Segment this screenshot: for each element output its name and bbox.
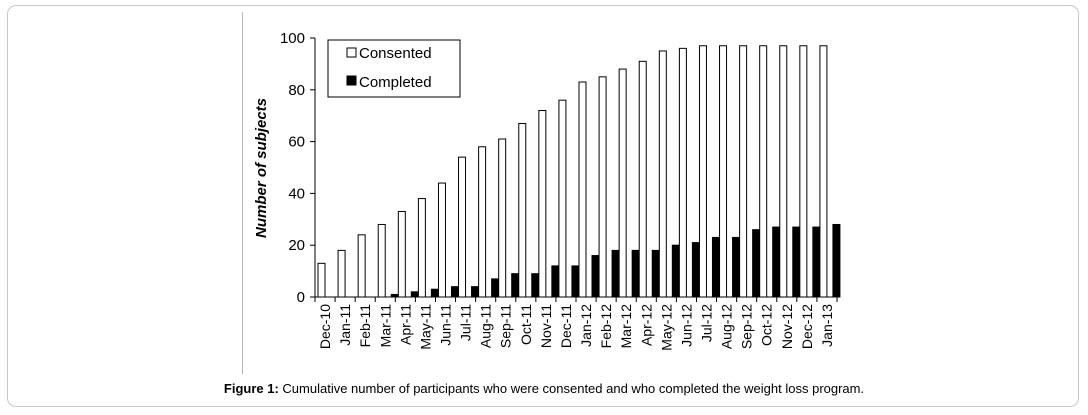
x-tick-label: Jul-12 (699, 304, 715, 342)
x-tick-label: Nov-11 (538, 304, 554, 348)
x-tick-label: Jul-11 (458, 304, 474, 341)
x-tick-label: Feb-11 (357, 304, 373, 348)
legend-label-completed: Completed (359, 74, 432, 91)
x-tick-label: Apr-12 (638, 304, 654, 346)
x-tick-label: Sep-12 (739, 304, 755, 349)
x-tick-label: Dec-11 (558, 304, 574, 348)
bar-consented-dec-11 (558, 99, 567, 298)
bar-completed-oct-12 (772, 226, 781, 298)
bar-completed-jul-12 (711, 236, 720, 298)
legend: Consented Completed (327, 39, 461, 98)
bar-consented-may-11 (417, 198, 426, 298)
y-tick-label: 100 (280, 30, 305, 47)
y-tick-label: 40 (288, 185, 305, 202)
bar-consented-mar-12 (618, 68, 627, 298)
y-axis-label: Number of subjects (253, 98, 270, 238)
y-tick-label: 20 (288, 237, 305, 254)
bar-consented-aug-12 (719, 45, 728, 298)
bar-consented-apr-12 (638, 60, 647, 298)
bar-consented-dec-10 (317, 262, 326, 298)
y-tick-label: 0 (297, 289, 305, 306)
x-tick-label: May-12 (658, 304, 674, 351)
bar-completed-nov-12 (792, 226, 801, 298)
bar-consented-jun-11 (437, 182, 446, 298)
bar-consented-feb-11 (357, 234, 366, 298)
bar-completed-sep-11 (511, 273, 520, 298)
bar-consented-nov-11 (538, 110, 547, 298)
bar-completed-jul-11 (471, 286, 480, 298)
bar-completed-aug-12 (732, 236, 741, 298)
bar-completed-feb-12 (611, 249, 620, 298)
bar-consented-oct-12 (759, 45, 768, 298)
bar-completed-nov-11 (551, 265, 560, 298)
x-tick-label: Oct-12 (759, 304, 775, 346)
x-tick-label: Dec-12 (799, 304, 815, 349)
y-tick-label: 60 (288, 134, 305, 151)
bar-consented-apr-11 (397, 211, 406, 298)
x-tick-label: Apr-11 (397, 304, 413, 345)
x-tick-label: Jan-13 (819, 304, 835, 347)
x-tick-label: Jan-12 (578, 304, 594, 347)
bar-completed-may-11 (430, 288, 439, 298)
bar-completed-may-12 (671, 244, 680, 298)
caption-text: Cumulative number of participants who we… (278, 381, 865, 396)
bar-completed-jan-13 (832, 223, 841, 298)
bar-completed-apr-12 (651, 249, 660, 298)
bar-consented-aug-11 (478, 146, 487, 298)
figure-divider (242, 12, 243, 374)
y-ticks-group: 0 20 40 60 80 100 (280, 30, 315, 306)
bar-completed-dec-11 (571, 265, 580, 298)
x-tick-label: Oct-11 (518, 304, 534, 345)
bar-completed-apr-11 (410, 291, 419, 298)
bar-consented-oct-11 (518, 122, 527, 298)
bar-completed-jun-12 (691, 242, 700, 298)
bar-consented-may-12 (658, 50, 667, 298)
bar-completed-sep-12 (752, 229, 761, 298)
x-tick-label: Jan-11 (337, 304, 353, 346)
bar-consented-mar-11 (377, 223, 386, 298)
bar-consented-jan-11 (337, 249, 346, 298)
bar-completed-dec-12 (812, 226, 821, 298)
axes-group (314, 38, 838, 302)
x-tick-label: Mar-12 (618, 304, 634, 349)
bar-consented-jun-12 (678, 47, 687, 298)
bar-consented-jan-12 (578, 81, 587, 298)
bar-consented-dec-12 (799, 45, 808, 298)
bar-consented-sep-11 (498, 138, 507, 298)
bar-consented-feb-12 (598, 76, 607, 298)
x-tick-labels-group: Dec-10 Jan-11 Feb-11 Mar-11 Apr-11 May-11 Jun-… (317, 304, 835, 351)
x-tick-label: Nov-12 (779, 304, 795, 349)
x-tick-label: Feb-12 (598, 304, 614, 349)
bar-consented-nov-12 (779, 45, 788, 298)
legend-swatch-consented (346, 47, 357, 58)
bar-consented-jul-11 (458, 156, 467, 298)
x-tick-label: Jun-12 (678, 304, 694, 347)
x-tick-label: Dec-10 (317, 304, 333, 349)
x-tick-label: Mar-11 (377, 304, 393, 348)
legend-label-consented: Consented (359, 45, 432, 62)
bar-completed-jan-12 (591, 255, 600, 298)
figure-caption: Figure 1: Cumulative number of participa… (0, 381, 1088, 396)
bar-consented-jul-12 (698, 45, 707, 298)
legend-swatch-completed (346, 75, 357, 86)
bar-completed-mar-12 (631, 249, 640, 298)
x-tick-label: Aug-11 (478, 304, 494, 348)
bar-consented-jan-13 (819, 45, 828, 298)
bar-completed-oct-11 (531, 273, 540, 298)
x-tick-label: May-11 (417, 304, 433, 350)
caption-label: Figure 1: (223, 381, 279, 396)
bar-consented-sep-12 (739, 45, 748, 298)
x-tick-label: Sep-11 (498, 304, 514, 348)
x-tick-label: Aug-12 (719, 304, 735, 349)
bar-completed-aug-11 (491, 278, 500, 298)
y-tick-label: 80 (288, 82, 305, 99)
bar-completed-jun-11 (450, 286, 459, 298)
x-tick-label: Jun-11 (438, 304, 454, 346)
